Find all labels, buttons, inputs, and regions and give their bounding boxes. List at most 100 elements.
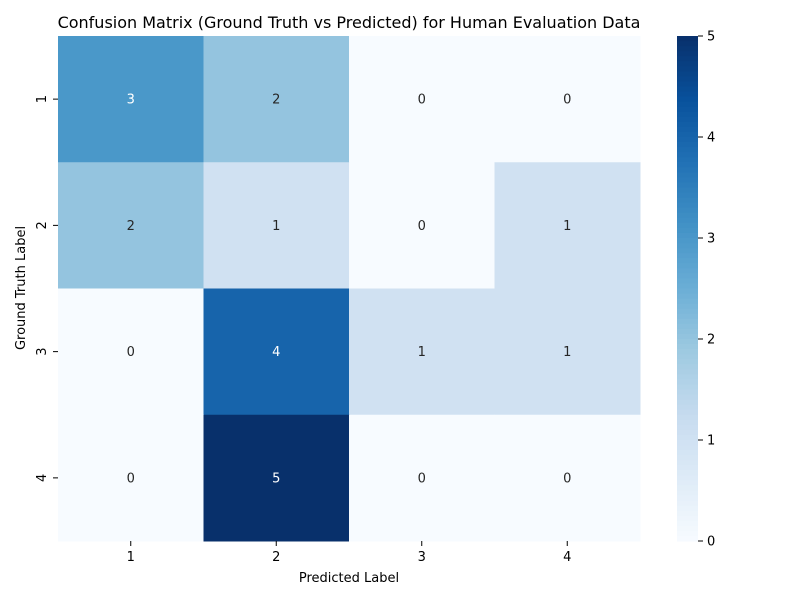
cell-value-label: 0 [563, 93, 571, 108]
colorbar-gradient-segment [677, 440, 698, 446]
colorbar-gradient-segment [677, 313, 698, 320]
colorbar-gradient-segment [677, 318, 698, 325]
colorbar-gradient-segment [677, 147, 698, 153]
colorbar-gradient-segment [677, 81, 698, 88]
colorbar-gradient-segment [677, 409, 698, 416]
x-tick-label: 2 [272, 550, 280, 565]
heatmap-cell [58, 288, 204, 416]
colorbar-gradient-segment [677, 349, 698, 355]
colorbar-gradient-segment [677, 232, 698, 239]
colorbar-gradient-segment [677, 495, 698, 502]
colorbar-gradient-segment [677, 530, 698, 537]
colorbar-gradient-segment [677, 535, 698, 542]
colorbar-gradient-segment [677, 460, 698, 466]
colorbar-gradient-segment [677, 298, 698, 305]
cell-value-label: 2 [127, 219, 135, 234]
colorbar-gradient-segment [677, 434, 698, 441]
colorbar-gradient-segment [677, 86, 698, 93]
colorbar-gradient-segment [677, 91, 698, 98]
colorbar-gradient-segment [677, 76, 698, 83]
colorbar-gradient-segment [677, 36, 698, 42]
colorbar-gradient-segment [677, 303, 698, 310]
heatmap-cell [494, 414, 641, 542]
colorbar-gradient-segment [677, 253, 698, 259]
colorbar-gradient-segment [677, 379, 698, 386]
colorbar-gradient-segment [677, 207, 698, 214]
colorbar-gradient-segment [677, 450, 698, 456]
heatmap-cell [349, 162, 495, 289]
colorbar-gradient-segment [677, 293, 698, 300]
colorbar-gradient-segment [677, 445, 698, 451]
cell-value-label: 1 [272, 219, 280, 234]
cell-value-label: 0 [418, 219, 426, 234]
heatmap-cell-labels: 3 2 0 02 1 0 10 4 1 10 5 0 0 [127, 93, 572, 487]
colorbar-gradient-segment [677, 248, 698, 254]
colorbar: 0 1 2 3 4 5 [677, 30, 715, 550]
heatmap-cell [203, 36, 350, 163]
colorbar-gradient-segment [677, 111, 698, 118]
colorbar-gradient-segment [677, 414, 698, 421]
colorbar-gradient-segment [677, 283, 698, 290]
colorbar-gradient-segment [677, 182, 698, 189]
colorbar-gradient-segment [677, 268, 698, 274]
colorbar-gradient-segment [677, 288, 698, 295]
cell-value-label: 1 [418, 345, 426, 360]
colorbar-gradient-segment [677, 116, 698, 123]
colorbar-gradient-segment [677, 328, 698, 335]
y-axis: 1 2 3 4 [35, 95, 58, 482]
colorbar-gradient-segment [677, 131, 698, 138]
colorbar-gradient-segment [677, 394, 698, 401]
x-axis-label: Predicted Label [299, 571, 399, 586]
colorbar-gradient-segment [677, 419, 698, 426]
colorbar-gradient-segment [677, 202, 698, 209]
heatmap-cell [58, 36, 204, 163]
colorbar-gradient-segment [677, 212, 698, 219]
colorbar-gradient-segment [677, 71, 698, 77]
cell-value-label: 0 [127, 471, 135, 486]
cell-value-label: 0 [563, 471, 571, 486]
colorbar-gradient-segment [677, 374, 698, 380]
colorbar-gradient-segment [677, 359, 698, 365]
heatmap-cell [349, 36, 495, 163]
heatmap-cell [203, 288, 350, 416]
heatmap-cell [203, 414, 350, 542]
colorbar-gradient-segment [677, 187, 698, 194]
colorbar-gradient-segment [677, 66, 698, 72]
heatmap-cell [494, 36, 641, 163]
colorbar-gradient-segment [677, 243, 698, 249]
colorbar-gradient-segment [677, 106, 698, 113]
colorbar-gradient-segment [677, 258, 698, 264]
cell-value-label: 1 [563, 345, 571, 360]
heatmap-cells [58, 36, 641, 542]
colorbar-gradient-segment [677, 96, 698, 103]
y-tick-label: 4 [35, 474, 50, 482]
cell-value-label: 0 [418, 93, 426, 108]
colorbar-gradient-segment [677, 515, 698, 522]
colorbar-gradient-segment [677, 500, 698, 507]
colorbar-gradient-segment [677, 369, 698, 375]
x-tick-label: 3 [418, 550, 426, 565]
colorbar-gradient-segment [677, 172, 698, 178]
colorbar-gradient-segment [677, 238, 698, 244]
colorbar-gradient-segment [677, 364, 698, 370]
colorbar-gradient-segment [677, 177, 698, 184]
heatmap-cell [349, 414, 495, 542]
colorbar-gradient-segment [677, 278, 698, 285]
colorbar-gradient-segment [677, 126, 698, 133]
colorbar-gradient-segment [677, 56, 698, 62]
colorbar-gradient-segment [677, 61, 698, 67]
colorbar-gradient-segment [677, 344, 698, 350]
colorbar-gradient-segment [677, 121, 698, 128]
colorbar-gradient-segment [677, 101, 698, 108]
colorbar-tick-label: 1 [707, 434, 715, 449]
colorbar-gradient-segment [677, 480, 698, 487]
x-tick-label: 1 [127, 550, 135, 565]
colorbar-gradient-segment [677, 142, 698, 148]
cell-value-label: 1 [563, 219, 571, 234]
colorbar-gradient-segment [677, 525, 698, 532]
colorbar-tick-label: 3 [707, 232, 715, 247]
colorbar-gradient-segment [677, 273, 698, 279]
colorbar-gradient-segment [677, 167, 698, 173]
heatmap-cell [494, 288, 641, 416]
